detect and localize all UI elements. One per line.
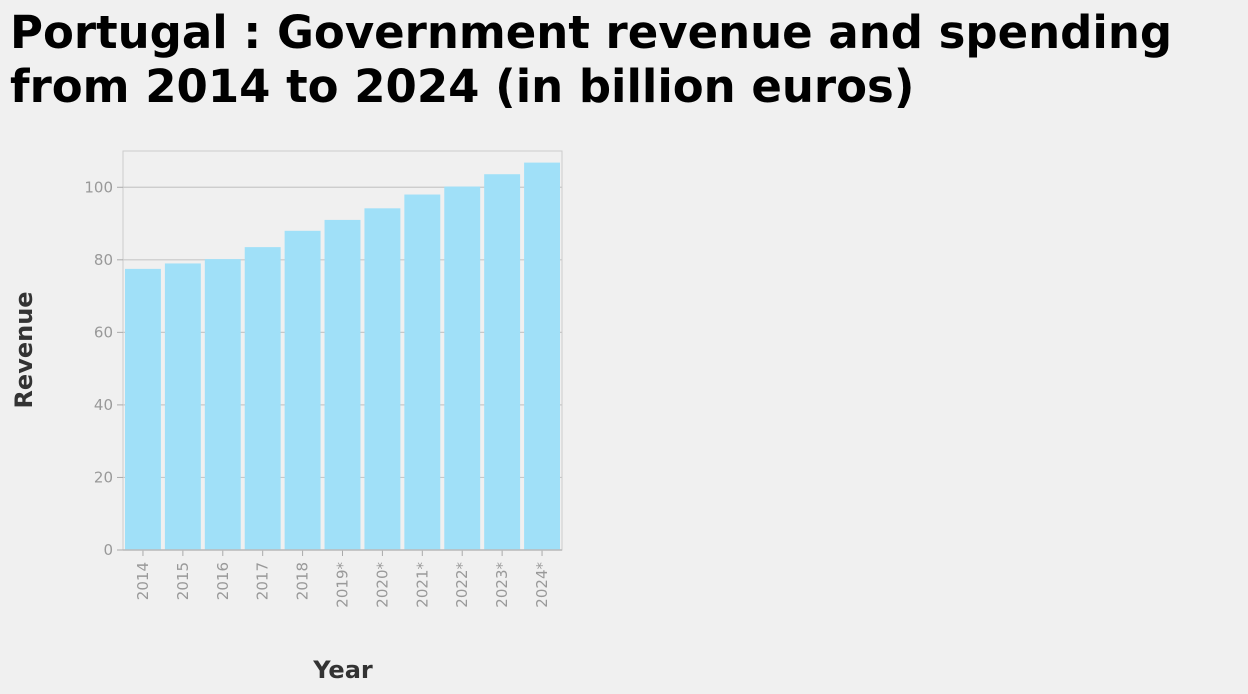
- x-tick-label: 2015: [174, 562, 192, 600]
- bar-2020: [364, 208, 401, 550]
- x-tick-label: 2019*: [334, 562, 352, 608]
- bar-2019: [324, 219, 361, 550]
- bar-2023: [484, 174, 521, 550]
- bar-2024: [524, 162, 561, 550]
- bar-2014: [124, 268, 161, 550]
- y-tick-label: 60: [94, 323, 113, 341]
- x-axis-ticks: 2014 2015 2016 2017 2018 2019* 2020* 2021* 2022*…: [123, 549, 562, 608]
- y-tick-label: 100: [84, 178, 113, 196]
- y-tick-label: 40: [94, 396, 113, 414]
- x-tick-label: 2022*: [453, 562, 471, 608]
- bar-2015: [164, 263, 201, 550]
- bars: [124, 162, 561, 551]
- x-tick-label: 2014: [134, 562, 152, 600]
- bar-2021: [404, 194, 441, 550]
- x-tick-label: 2018: [294, 562, 312, 600]
- y-tick-label: 80: [94, 251, 113, 269]
- bar-2017: [244, 247, 281, 550]
- y-axis-ticks: 0 20 40 60 80 100: [84, 178, 123, 559]
- y-tick-label: 20: [94, 468, 113, 486]
- bar-2022: [444, 186, 481, 550]
- x-tick-label: 2021*: [413, 562, 431, 608]
- chart-title: Portugal : Government revenue and spendi…: [10, 6, 1173, 113]
- y-axis-label: Revenue: [10, 291, 38, 408]
- x-tick-label: 2024*: [533, 562, 551, 608]
- x-tick-label: 2017: [254, 562, 272, 600]
- bar-2018: [284, 230, 321, 551]
- x-axis-label: Year: [312, 656, 373, 684]
- x-tick-label: 2020*: [373, 562, 391, 608]
- bar-2016: [204, 259, 241, 550]
- y-tick-label: 0: [103, 541, 113, 559]
- x-tick-label: 2023*: [493, 562, 511, 608]
- x-tick-label: 2016: [214, 562, 232, 600]
